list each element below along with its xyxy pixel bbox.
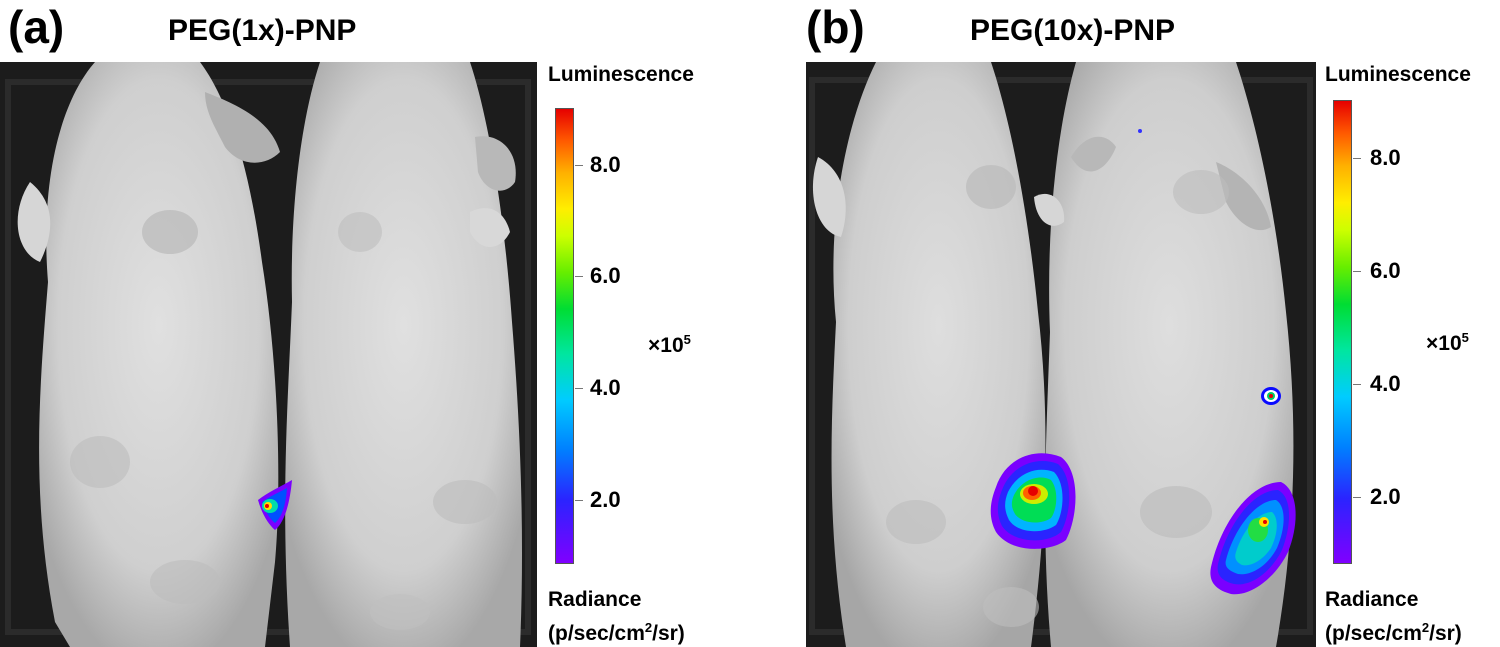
panel-a-unit-exp: 2 (644, 620, 653, 635)
panel-a-radiance-label: Radiance (548, 588, 642, 611)
panel-b-signal-spot-small (1261, 387, 1281, 405)
panel-b-tick (1353, 497, 1361, 498)
panel-a-colorbar-heading: Luminescence (548, 63, 694, 86)
panel-b-tick-label: 6.0 (1370, 258, 1401, 283)
panel-a-tick (575, 165, 583, 166)
panel-b-tick (1353, 384, 1361, 385)
panel-b-tick-label: 2.0 (1370, 484, 1401, 509)
panel-b-radiance-unit: (p/sec/cm2/sr) (1325, 616, 1462, 646)
panel-b-colorbar (1333, 100, 1352, 564)
panel-a-colorbar (555, 108, 574, 564)
panel-a-tick-label: 4.0 (590, 375, 621, 400)
panel-a-multiplier: ×105 (648, 328, 691, 358)
panel-a-tick (575, 500, 583, 501)
panel-a-title: PEG(1x)-PNP (168, 14, 357, 47)
panel-a-tick (575, 276, 583, 277)
panel-a-radiance-unit: (p/sec/cm2/sr) (548, 616, 685, 646)
panel-b-tick-label: 8.0 (1370, 145, 1401, 170)
panel-a-letter: (a) (8, 1, 65, 53)
panel-a-unit-suffix: /sr) (652, 622, 685, 645)
panel-b-radiance-label: Radiance (1325, 588, 1419, 611)
panel-a-multiplier-exp: 5 (683, 332, 691, 347)
panel-b-multiplier-base: ×10 (1426, 332, 1462, 355)
panel-b-unit-prefix: (p/sec/cm (1325, 622, 1422, 645)
panel-b-signal-spot-right (1210, 482, 1296, 595)
panel-a-tick-label: 2.0 (590, 487, 621, 512)
panel-b-mouse-image (806, 62, 1316, 647)
panel-a-unit-prefix: (p/sec/cm (548, 622, 645, 645)
panel-a-tick-label: 6.0 (590, 263, 621, 288)
panel-b-unit-suffix: /sr) (1429, 622, 1462, 645)
panel-b-unit-exp: 2 (1421, 620, 1430, 635)
panel-b-tick (1353, 158, 1361, 159)
panel-a-signal-spot (258, 480, 292, 530)
panel-b-tick (1353, 271, 1361, 272)
panel-a-mouse-image (0, 62, 537, 647)
panel-a-multiplier-base: ×10 (648, 334, 684, 357)
panel-b-title: PEG(10x)-PNP (970, 14, 1176, 47)
panel-b-tick-label: 4.0 (1370, 371, 1401, 396)
panel-a-tick (575, 388, 583, 389)
panel-b-colorbar-heading: Luminescence (1325, 63, 1471, 86)
panel-b-signal-spot-left (990, 453, 1076, 549)
panel-b-multiplier: ×105 (1426, 326, 1469, 356)
panel-a-tick-label: 8.0 (590, 152, 621, 177)
panel-b-multiplier-exp: 5 (1461, 330, 1469, 345)
panel-b-letter: (b) (806, 1, 865, 53)
